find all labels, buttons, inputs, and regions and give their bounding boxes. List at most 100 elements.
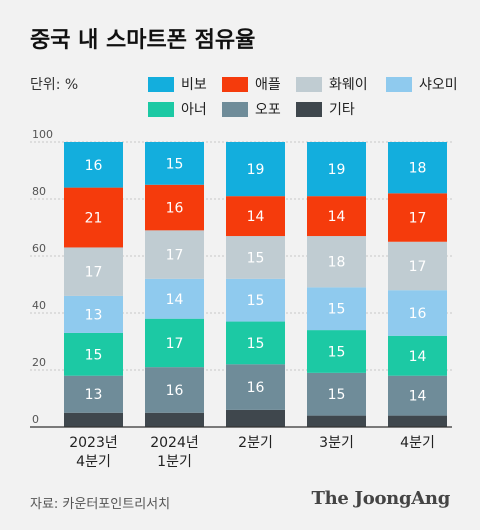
y-tick-label: 80 — [32, 185, 46, 198]
data-label: 17 — [166, 336, 184, 352]
legend-swatch — [222, 101, 248, 117]
bar-segment — [64, 412, 123, 427]
legend-item: 오포 — [222, 99, 281, 119]
legend-label: 샤오미 — [419, 77, 458, 93]
legend-item: 기타 — [296, 99, 355, 119]
bar-segment — [226, 278, 285, 322]
bar-segment — [64, 295, 123, 333]
bar-segment — [226, 409, 285, 427]
data-label: 18 — [409, 161, 427, 177]
bar-segment — [388, 335, 447, 376]
bar-segment — [388, 290, 447, 336]
data-label: 21 — [85, 211, 103, 227]
chart-title: 중국 내 스마트폰 점유율 — [30, 28, 256, 53]
data-label: 16 — [409, 306, 427, 322]
bar-segment — [145, 367, 204, 413]
legend-label: 오포 — [255, 102, 281, 118]
data-label: 15 — [85, 347, 103, 363]
bar-segment — [307, 372, 366, 416]
unit-label: 단위: % — [30, 77, 79, 93]
data-label: 16 — [166, 383, 184, 399]
legend-item: 애플 — [222, 74, 281, 94]
publisher-logo: The JoongAng — [311, 488, 451, 509]
y-tick-label: 60 — [32, 242, 46, 255]
bar-segment — [64, 247, 123, 296]
data-label: 15 — [328, 387, 346, 403]
data-label: 17 — [409, 259, 427, 275]
bar-segment — [64, 187, 123, 248]
data-label: 17 — [409, 211, 427, 227]
legend-label: 화웨이 — [329, 77, 368, 93]
y-tick-label: 20 — [32, 356, 46, 369]
data-label: 14 — [409, 389, 427, 405]
data-label: 14 — [166, 292, 184, 308]
x-tick-label: 1분기 — [157, 454, 192, 470]
bar-segment — [145, 142, 204, 185]
bar-segment — [307, 142, 366, 197]
bar-segment — [145, 230, 204, 279]
data-label: 17 — [166, 248, 184, 264]
data-label: 14 — [328, 209, 346, 225]
legend-label: 비보 — [181, 77, 207, 93]
data-label: 13 — [85, 307, 103, 323]
y-tick-label: 0 — [32, 413, 39, 426]
x-tick-label: 2023년 — [69, 435, 118, 451]
legend-item: 화웨이 — [296, 74, 368, 94]
bar-segment — [145, 278, 204, 319]
bar-segment — [64, 142, 123, 188]
bar-segment — [388, 241, 447, 291]
x-tick-label: 4분기 — [400, 435, 435, 451]
legend-swatch — [296, 101, 322, 117]
bar-segment — [145, 412, 204, 427]
bar-segment — [226, 236, 285, 279]
bar-segment — [388, 193, 447, 242]
data-label: 15 — [328, 344, 346, 360]
data-label: 14 — [409, 349, 427, 365]
bar-segment — [226, 364, 285, 410]
data-label: 13 — [85, 387, 103, 403]
bar-segment — [307, 330, 366, 373]
data-label: 18 — [328, 255, 346, 271]
data-label: 17 — [85, 265, 103, 281]
data-label: 15 — [328, 302, 346, 318]
bar-segment — [307, 236, 366, 288]
bar-segment — [226, 321, 285, 365]
legend-swatch — [148, 76, 174, 92]
bar-segment — [388, 375, 447, 416]
bar-segment — [226, 196, 285, 237]
x-tick-label: 2024년 — [150, 435, 199, 451]
data-label: 16 — [247, 380, 265, 396]
bar-segment — [307, 287, 366, 331]
x-tick-label: 4분기 — [76, 454, 111, 470]
bar-segment — [64, 375, 123, 413]
legend-label: 애플 — [255, 77, 281, 93]
y-tick-label: 100 — [32, 128, 53, 141]
legend-swatch — [148, 101, 174, 117]
legend-swatch — [222, 76, 248, 92]
legend-label: 기타 — [329, 102, 355, 118]
legend-item: 비보 — [148, 74, 207, 94]
data-label: 19 — [247, 162, 265, 178]
bar-segment — [388, 142, 447, 194]
data-label: 19 — [328, 162, 346, 178]
data-label: 16 — [85, 158, 103, 174]
data-label: 15 — [247, 250, 265, 266]
legend-label: 아너 — [181, 102, 207, 118]
legend-item: 아너 — [148, 99, 207, 119]
legend-item: 샤오미 — [386, 74, 458, 94]
data-label: 15 — [247, 293, 265, 309]
data-label: 15 — [166, 156, 184, 172]
legend-swatch — [296, 76, 322, 92]
x-tick-label: 2분기 — [238, 435, 273, 451]
bar-segment — [307, 415, 366, 427]
bar-segment — [145, 184, 204, 231]
data-label: 16 — [166, 201, 184, 217]
legend-swatch — [386, 76, 412, 92]
data-label: 14 — [247, 209, 265, 225]
data-label: 15 — [247, 336, 265, 352]
bar-segment — [388, 415, 447, 427]
bar-segment — [307, 196, 366, 237]
x-tick-label: 3분기 — [319, 435, 354, 451]
bar-segment — [226, 142, 285, 197]
